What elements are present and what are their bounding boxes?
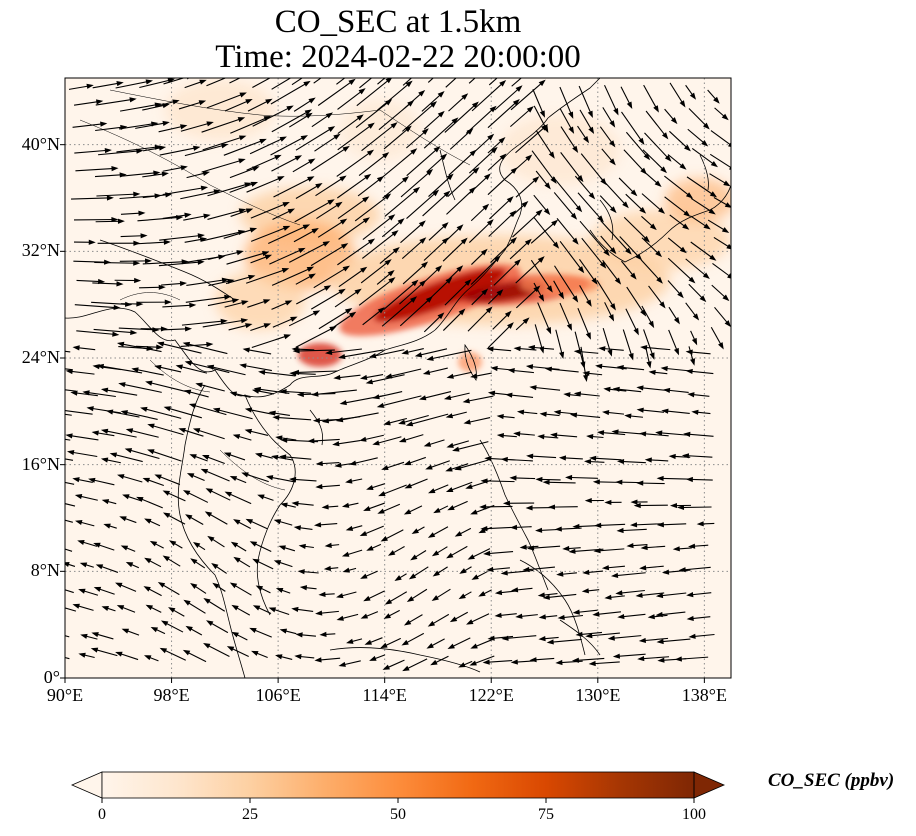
lat-tick-label: 40°N [21,133,60,154]
map-frame [64,77,732,679]
lon-tick-label: 98°E [153,685,190,705]
lon-tick-label: 122°E [468,685,514,705]
map-title: CO_SEC at 1.5km [274,4,522,40]
wind-vector-field [65,78,731,672]
colorbar-tick-label: 0 [98,806,106,823]
colorbar-tick-label: 50 [390,806,406,823]
lat-tick-label: 0° [43,667,60,687]
map-background [65,78,731,678]
colorbar-tick-label: 25 [242,806,258,823]
axis-ticks [60,144,705,683]
lon-tick-label: 114°E [362,685,407,705]
lat-tick-label: 32°N [21,240,60,261]
lat-tick-label: 24°N [21,347,60,367]
colorbar-label: CO_SEC (ppbv) [768,770,895,791]
lat-tick-label: 16°N [21,453,60,474]
coastlines [65,78,731,678]
colorbar-gradient [102,772,694,798]
lon-tick-label: 106°E [255,685,301,705]
colorbar [70,771,726,803]
colorbar-tick-label: 75 [538,806,554,823]
lon-tick-label: 138°E [681,685,727,705]
colorbar-tick-label: 100 [682,806,706,823]
colorbar-max-extend [693,771,726,799]
map-time-subtitle: Time: 2024-02-22 20:00:00 [215,39,581,75]
lat-tick-label: 8°N [30,560,60,581]
colorbar-min-extend [70,771,103,799]
lon-tick-label: 90°E [46,685,84,705]
lon-tick-label: 130°E [575,685,621,705]
